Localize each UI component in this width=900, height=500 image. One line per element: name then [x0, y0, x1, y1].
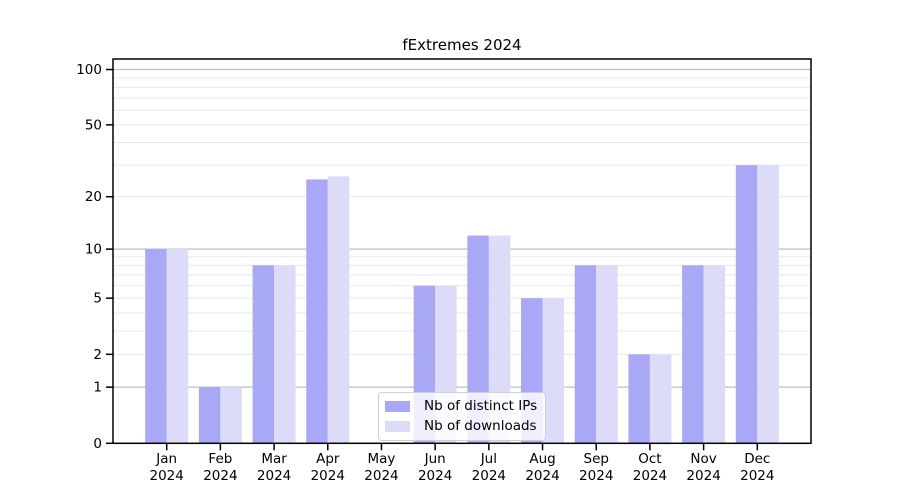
bar-distinct-ips [145, 249, 167, 444]
bar-distinct-ips [198, 387, 221, 444]
y-tick-label: 5 [93, 291, 102, 307]
legend-entry-distinct-ips: Nb of distinct IPs [385, 398, 537, 414]
y-tick-label: 50 [85, 117, 102, 133]
bar-downloads [274, 265, 296, 444]
bar-downloads [757, 165, 779, 444]
legend-entry-downloads: Nb of downloads [385, 418, 537, 434]
bar-distinct-ips [628, 354, 650, 444]
bar-distinct-ips [306, 179, 328, 444]
x-tick-label: Dec 2024 [740, 451, 774, 484]
axes-frame [112, 58, 812, 445]
y-tick-label: 20 [85, 189, 102, 205]
bar-distinct-ips [574, 265, 597, 444]
bar-downloads [596, 265, 618, 444]
x-tick-label: Jan 2024 [150, 451, 184, 484]
legend-label-downloads: Nb of downloads [424, 418, 537, 434]
legend-swatch-downloads-icon [385, 420, 410, 432]
x-tick-label: Sep 2024 [579, 451, 613, 484]
y-tick-label: 100 [76, 62, 102, 78]
bar-downloads [327, 176, 350, 444]
x-tick-label: Jul 2024 [472, 451, 506, 484]
bar-distinct-ips [252, 265, 275, 444]
bar-distinct-ips [467, 235, 489, 444]
y-tick-label: 10 [85, 242, 102, 258]
chart-title: fExtremes 2024 [402, 36, 522, 54]
x-tick-label: Oct 2024 [633, 451, 667, 484]
x-tick-label: Mar 2024 [257, 451, 291, 484]
bar-downloads [542, 298, 565, 444]
bar-downloads [166, 249, 189, 444]
y-tick-label: 1 [93, 380, 102, 396]
x-tick-label: May 2024 [364, 451, 398, 484]
y-tick-label: 2 [93, 347, 102, 363]
y-tick-label: 0 [93, 436, 102, 452]
bar-distinct-ips [735, 165, 758, 444]
legend-label-distinct-ips: Nb of distinct IPs [424, 398, 538, 414]
legend-swatch-distinct-ips-icon [385, 400, 410, 412]
bar-distinct-ips [682, 265, 704, 444]
bar-downloads [649, 354, 672, 444]
x-tick-label: Jun 2024 [418, 451, 452, 484]
x-tick-label: Feb 2024 [203, 451, 237, 484]
bar-downloads [488, 235, 511, 444]
bar-downloads [220, 387, 242, 444]
x-tick-label: Aug 2024 [525, 451, 559, 484]
x-tick-label: Apr 2024 [311, 451, 345, 484]
bar-downloads [703, 265, 726, 444]
x-tick-label: Nov 2024 [686, 451, 720, 484]
legend: Nb of distinct IPs Nb of downloads [378, 392, 546, 441]
